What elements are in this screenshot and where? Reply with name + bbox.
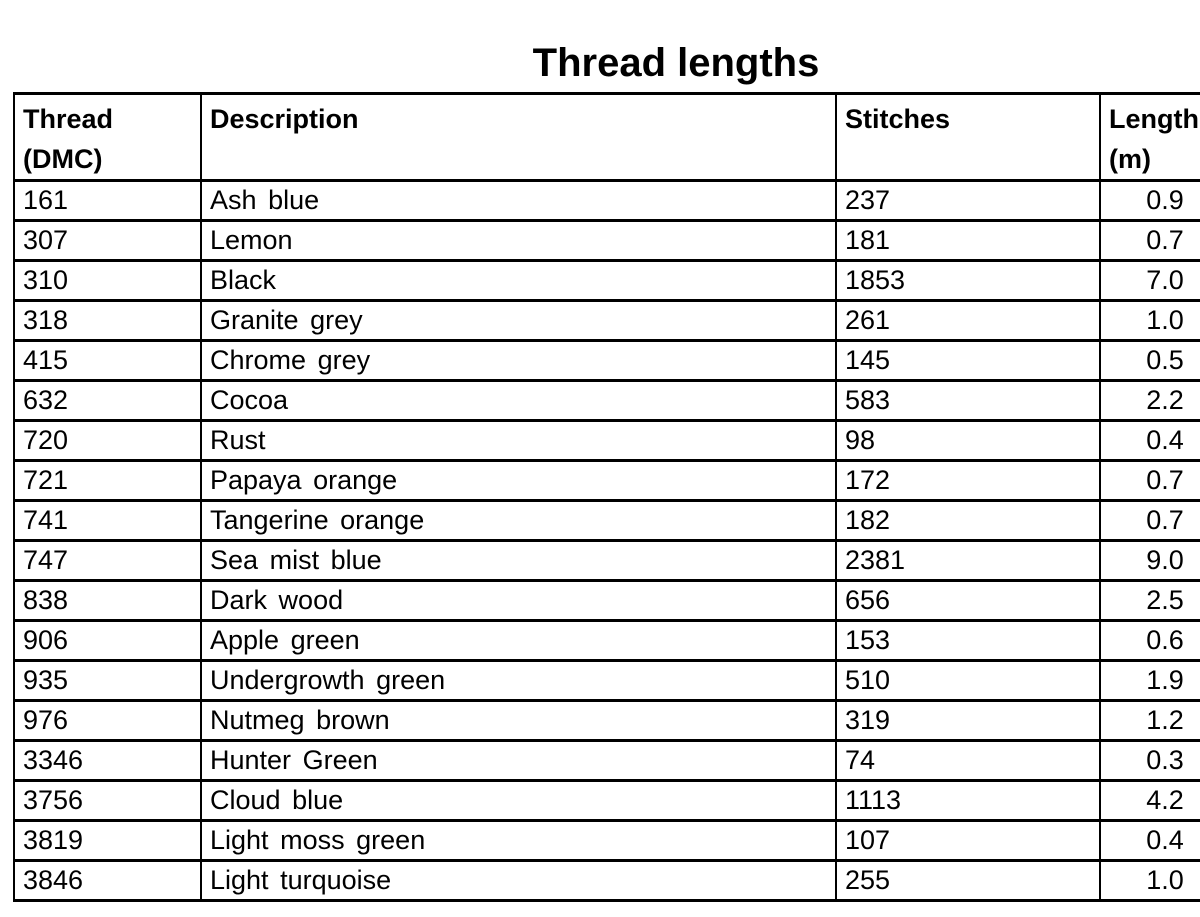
cell-stitches: 2381 xyxy=(835,539,1101,582)
cell-thread: 906 xyxy=(13,619,202,662)
cell-thread: 3756 xyxy=(13,779,202,822)
cell-stitches: 98 xyxy=(835,419,1101,462)
cell-description: Chrome grey xyxy=(200,339,837,382)
table-row: 3346 Hunter Green 74 0.3 xyxy=(13,739,1200,782)
document: Thread lengths Thread (DMC) Description … xyxy=(0,40,1200,902)
table-row: 747 Sea mist blue 2381 9.0 xyxy=(13,539,1200,582)
cell-thread: 976 xyxy=(13,699,202,742)
table-row: 632 Cocoa 583 2.2 xyxy=(13,379,1200,422)
cell-length: 0.7 xyxy=(1099,459,1200,502)
cell-length: 0.7 xyxy=(1099,499,1200,542)
table-row: 838 Dark wood 656 2.5 xyxy=(13,579,1200,622)
cell-length: 0.4 xyxy=(1099,819,1200,862)
cell-description: Light turquoise xyxy=(200,859,837,902)
cell-stitches: 255 xyxy=(835,859,1101,902)
cell-length: 0.5 xyxy=(1099,339,1200,382)
cell-stitches: 319 xyxy=(835,699,1101,742)
cell-description: Light moss green xyxy=(200,819,837,862)
cell-thread: 632 xyxy=(13,379,202,422)
cell-stitches: 1853 xyxy=(835,259,1101,302)
table-row: 935 Undergrowth green 510 1.9 xyxy=(13,659,1200,702)
cell-stitches: 153 xyxy=(835,619,1101,662)
table-row: 415 Chrome grey 145 0.5 xyxy=(13,339,1200,382)
cell-thread: 3819 xyxy=(13,819,202,862)
cell-thread: 3846 xyxy=(13,859,202,902)
cell-thread: 161 xyxy=(13,179,202,222)
cell-length: 1.2 xyxy=(1099,699,1200,742)
column-header-description: Description xyxy=(200,92,837,182)
table-row: 721 Papaya orange 172 0.7 xyxy=(13,459,1200,502)
cell-stitches: 145 xyxy=(835,339,1101,382)
cell-description: Cloud blue xyxy=(200,779,837,822)
table-row: 3819 Light moss green 107 0.4 xyxy=(13,819,1200,862)
cell-stitches: 1113 xyxy=(835,779,1101,822)
cell-description: Tangerine orange xyxy=(200,499,837,542)
cell-thread: 415 xyxy=(13,339,202,382)
cell-description: Papaya orange xyxy=(200,459,837,502)
cell-description: Sea mist blue xyxy=(200,539,837,582)
cell-stitches: 107 xyxy=(835,819,1101,862)
column-header-thread: Thread (DMC) xyxy=(13,92,202,182)
cell-description: Apple green xyxy=(200,619,837,662)
table-row: 310 Black 1853 7.0 xyxy=(13,259,1200,302)
cell-description: Rust xyxy=(200,419,837,462)
table-header-row: Thread (DMC) Description Stitches Length… xyxy=(13,92,1200,182)
cell-stitches: 656 xyxy=(835,579,1101,622)
cell-length: 0.6 xyxy=(1099,619,1200,662)
cell-description: Cocoa xyxy=(200,379,837,422)
cell-stitches: 182 xyxy=(835,499,1101,542)
cell-description: Undergrowth green xyxy=(200,659,837,702)
page-title: Thread lengths xyxy=(532,41,820,85)
cell-length: 0.4 xyxy=(1099,419,1200,462)
cell-stitches: 261 xyxy=(835,299,1101,342)
table-row: 906 Apple green 153 0.6 xyxy=(13,619,1200,662)
cell-thread: 3346 xyxy=(13,739,202,782)
cell-thread: 935 xyxy=(13,659,202,702)
cell-length: 9.0 xyxy=(1099,539,1200,582)
cell-description: Black xyxy=(200,259,837,302)
cell-description: Ash blue xyxy=(200,179,837,222)
cell-length: 0.3 xyxy=(1099,739,1200,782)
cell-stitches: 510 xyxy=(835,659,1101,702)
table-row: 307 Lemon 181 0.7 xyxy=(13,219,1200,262)
table-row: 161 Ash blue 237 0.9 xyxy=(13,179,1200,222)
cell-description: Lemon xyxy=(200,219,837,262)
cell-stitches: 172 xyxy=(835,459,1101,502)
cell-stitches: 583 xyxy=(835,379,1101,422)
cell-length: 2.5 xyxy=(1099,579,1200,622)
cell-length: 4.2 xyxy=(1099,779,1200,822)
table-row: 741 Tangerine orange 182 0.7 xyxy=(13,499,1200,542)
cell-description: Granite grey xyxy=(200,299,837,342)
cell-description: Hunter Green xyxy=(200,739,837,782)
cell-description: Dark wood xyxy=(200,579,837,622)
cell-length: 2.2 xyxy=(1099,379,1200,422)
thread-lengths-table: Thread (DMC) Description Stitches Length… xyxy=(13,92,1200,902)
cell-length: 7.0 xyxy=(1099,259,1200,302)
table-row: 976 Nutmeg brown 319 1.2 xyxy=(13,699,1200,742)
cell-length: 0.9 xyxy=(1099,179,1200,222)
cell-stitches: 74 xyxy=(835,739,1101,782)
table-row: 3846 Light turquoise 255 1.0 xyxy=(13,859,1200,902)
cell-thread: 310 xyxy=(13,259,202,302)
cell-thread: 741 xyxy=(13,499,202,542)
cell-thread: 720 xyxy=(13,419,202,462)
cell-stitches: 237 xyxy=(835,179,1101,222)
cell-length: 1.0 xyxy=(1099,299,1200,342)
cell-description: Nutmeg brown xyxy=(200,699,837,742)
cell-thread: 838 xyxy=(13,579,202,622)
cell-length: 1.9 xyxy=(1099,659,1200,702)
cell-stitches: 181 xyxy=(835,219,1101,262)
table-row: 318 Granite grey 261 1.0 xyxy=(13,299,1200,342)
cell-thread: 318 xyxy=(13,299,202,342)
table-row: 720 Rust 98 0.4 xyxy=(13,419,1200,462)
column-header-stitches: Stitches xyxy=(835,92,1101,182)
cell-length: 0.7 xyxy=(1099,219,1200,262)
cell-thread: 307 xyxy=(13,219,202,262)
cell-thread: 721 xyxy=(13,459,202,502)
cell-thread: 747 xyxy=(13,539,202,582)
table-body: 161 Ash blue 237 0.9 307 Lemon 181 0.7 310 Black 1… xyxy=(13,179,1200,902)
table-row: 3756 Cloud blue 1113 4.2 xyxy=(13,779,1200,822)
column-header-length: Length (m) xyxy=(1099,92,1200,182)
cell-length: 1.0 xyxy=(1099,859,1200,902)
